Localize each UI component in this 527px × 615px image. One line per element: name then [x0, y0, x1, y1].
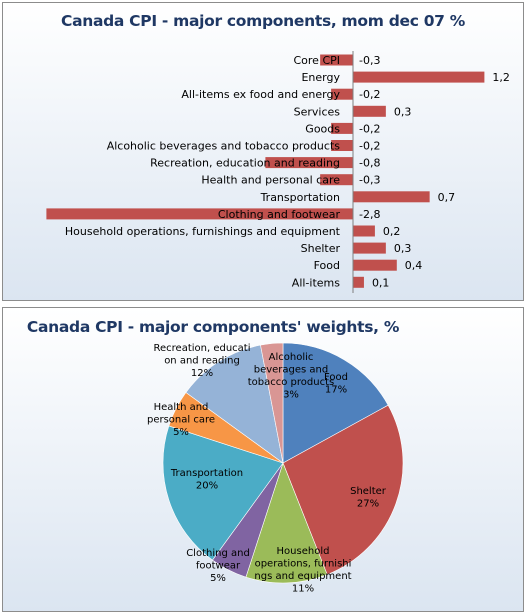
value-label: -0,3	[359, 174, 380, 187]
value-label: 0,1	[372, 276, 390, 289]
value-label: 0,3	[394, 242, 412, 255]
bar-12	[353, 259, 397, 271]
bar-2	[331, 88, 353, 100]
mom-bar-chart: Core CPI -0,3 Energy 1,2 All-items ex food a…	[46, 51, 510, 293]
category-label: Energy	[301, 71, 340, 84]
pie-slice-1	[282, 404, 404, 575]
pie-slice-label: Clothing and footwear 5%	[186, 548, 250, 584]
category-label: Core CPI	[293, 54, 340, 67]
bar-chart-title: Canada CPI - major components, mom dec 0…	[61, 12, 465, 30]
value-label: 0,3	[394, 105, 412, 118]
category-label: Recreation, education and reading	[150, 157, 340, 170]
pie-slice-0	[282, 342, 389, 464]
mom-bar-chart-panel: Canada CPI - major components, mom dec 0…	[2, 2, 524, 301]
bar-6	[265, 157, 353, 169]
category-label: Household operations, furnishings and eq…	[65, 225, 341, 238]
value-label: -0,2	[359, 122, 380, 135]
category-label: Goods	[305, 122, 340, 135]
value-label: 0,4	[405, 259, 423, 272]
value-label: -2,8	[359, 208, 380, 221]
value-label: -0,3	[359, 54, 380, 67]
category-label: Clothing and footwear	[218, 208, 341, 221]
pie-slice-4	[162, 425, 284, 561]
bar-3	[353, 105, 386, 117]
value-label: 0,7	[438, 191, 456, 204]
value-label: 0,2	[383, 225, 401, 238]
bar-9	[46, 208, 354, 220]
pie-slice-label: Transportation 20%	[170, 468, 243, 492]
category-label: All-items	[292, 276, 340, 289]
bar-13	[353, 276, 364, 288]
category-label: Services	[294, 105, 341, 118]
bar-5	[331, 140, 353, 151]
bar-1	[353, 71, 485, 83]
pie-chart-title: Canada CPI - major components' weights, …	[26, 318, 400, 336]
pie-slice-6	[185, 344, 284, 464]
bar-11	[353, 242, 386, 254]
weights-pie-chart-panel: Canada CPI - major components' weights, …	[2, 307, 524, 612]
pie-slice-label: Food 17%	[324, 372, 348, 396]
value-label: -0,8	[359, 157, 380, 170]
pie-slice-7	[260, 342, 284, 464]
value-label: -0,2	[359, 140, 380, 153]
pie-slice-label: Household operations, furnishi ngs and equ…	[254, 546, 351, 595]
bar-8	[353, 191, 430, 203]
bar-10	[353, 225, 375, 237]
bar-4	[331, 122, 353, 134]
pie-slice-label: Shelter 27%	[350, 486, 387, 510]
bar-0	[320, 54, 353, 66]
weights-pie-chart: Food 17% Shelter 27% Household operations, fu…	[147, 342, 404, 595]
pie-slice-2	[245, 462, 328, 584]
pie-slice-label: Health and personal care 5%	[147, 402, 215, 438]
category-label: All-items ex food and energy	[181, 88, 340, 101]
pie-slice-label: Alcoholic beverages and tobacco products 3%	[248, 352, 334, 401]
value-label: 1,2	[492, 71, 510, 84]
category-label: Alcoholic beverages and tobacco products	[107, 140, 341, 153]
category-label: Shelter	[301, 242, 341, 255]
category-label: Health and personal care	[201, 174, 340, 187]
category-label: Transportation	[260, 191, 340, 204]
bar-7	[320, 174, 353, 186]
value-label: -0,2	[359, 88, 380, 101]
category-label: Food	[314, 259, 340, 272]
pie-slice-label: Recreation, educati on and reading 12%	[154, 343, 251, 379]
